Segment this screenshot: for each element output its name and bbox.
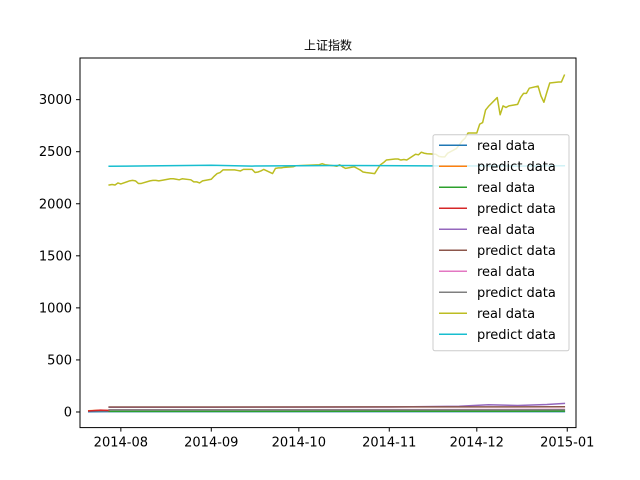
- legend: real data predict data real data predict da…: [432, 134, 570, 352]
- x-tick-label-2: 2014-10: [272, 436, 326, 451]
- plot-frame: [79, 57, 577, 429]
- y-tick-label-1: 500: [47, 353, 72, 368]
- y-tick-label-2: 1000: [39, 301, 72, 316]
- y-tick-label-4: 2000: [39, 197, 72, 212]
- y-tick-label-3: 1500: [39, 249, 72, 264]
- series-line-3: [87, 409, 110, 412]
- legend-label-4: real data: [477, 223, 535, 238]
- x-tick-label-5: 2015-01: [540, 436, 594, 451]
- legend-label-0: real data: [477, 139, 535, 154]
- x-tick-label-0: 2014-08: [94, 436, 148, 451]
- x-axis: 2014-08 2014-09 2014-10 2014-11 2014-12 2015-…: [94, 427, 594, 451]
- x-tick-label-3: 2014-11: [362, 436, 416, 451]
- chart-title: 上证指数: [304, 38, 352, 53]
- legend-label-5: predict data: [477, 244, 556, 259]
- legend-label-8: real data: [477, 307, 535, 322]
- legend-label-6: real data: [477, 265, 535, 280]
- legend-label-1: predict data: [477, 160, 556, 175]
- legend-label-2: real data: [477, 181, 535, 196]
- y-tick-label-0: 0: [64, 405, 72, 420]
- series-line-8: [108, 74, 566, 186]
- legend-label-3: predict data: [477, 202, 556, 217]
- y-tick-label-5: 2500: [39, 145, 72, 160]
- y-axis: 0 500 1000 1500 2000 2500 3000: [39, 93, 80, 420]
- y-tick-label-6: 3000: [39, 93, 72, 108]
- legend-label-7: predict data: [477, 286, 556, 301]
- legend-label-9: predict data: [477, 328, 556, 343]
- x-tick-label-4: 2014-12: [450, 436, 504, 451]
- x-tick-label-1: 2014-09: [184, 436, 238, 451]
- legend-box: [432, 134, 570, 352]
